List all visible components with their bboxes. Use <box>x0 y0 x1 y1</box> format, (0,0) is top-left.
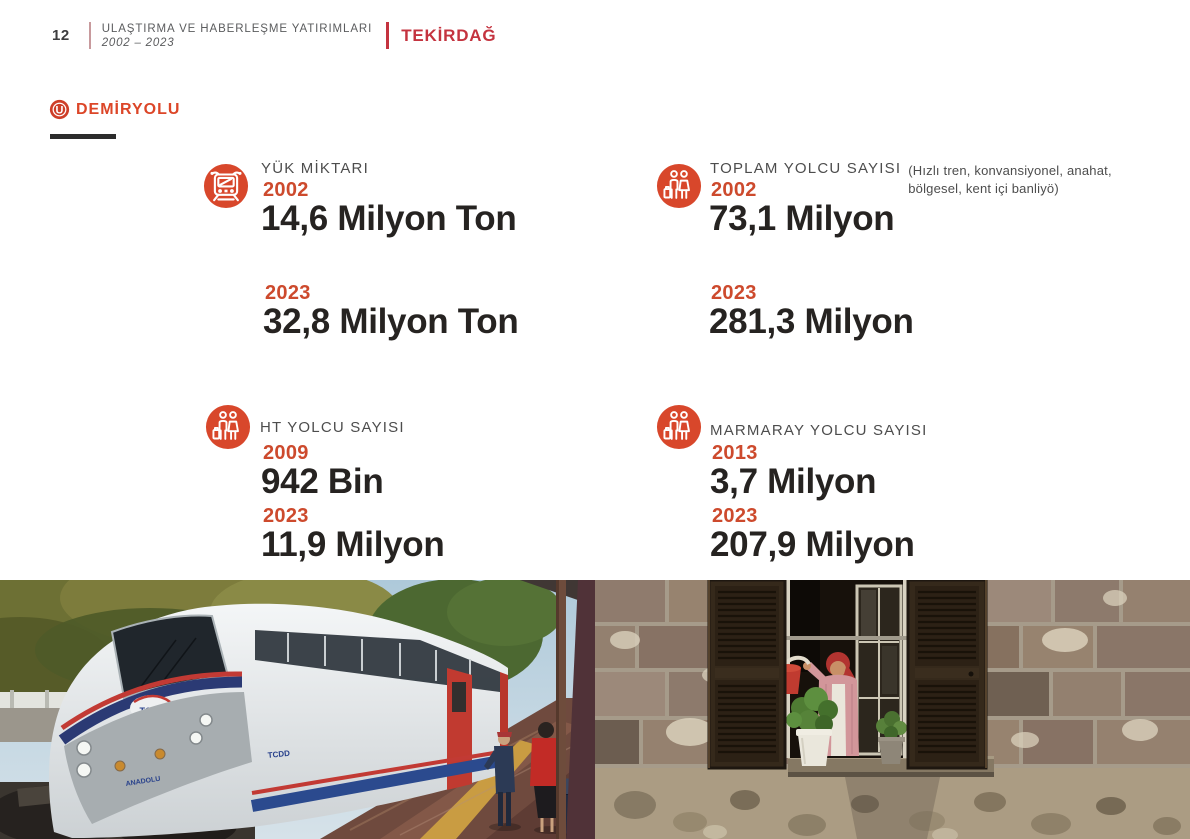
right-shutter <box>906 580 988 770</box>
stat-value: 207,9 Milyon <box>710 525 915 564</box>
section-title-label: DEMİRYOLU <box>76 100 181 118</box>
stat-year: 2013 <box>712 442 758 464</box>
train: TCDD ANADOLU <box>48 603 508 838</box>
stat-value: 32,8 Milyon Ton <box>263 302 519 341</box>
stat-note: (Hızlı tren, konvansiyonel, anahat, bölg… <box>908 163 1112 196</box>
stat-year: 2023 <box>265 282 311 304</box>
train-station-photo: TCDD ANADOLU <box>0 580 595 839</box>
stat-year: 2023 <box>711 282 757 304</box>
freight-train-icon <box>203 163 249 209</box>
svg-text:U: U <box>56 104 64 116</box>
booklet-title-line1: ULAŞTIRMA VE HABERLEŞME YATIRIMLARI <box>101 22 373 35</box>
header-divider-red <box>386 22 390 49</box>
left-shutter <box>707 580 787 770</box>
stat-year: 2002 <box>711 179 757 201</box>
section-title: U DEMİRYOLU <box>49 99 180 120</box>
passengers-icon <box>205 404 251 450</box>
stat-label: HT YOLCU SAYISI <box>260 419 405 436</box>
stat-label: YÜK MİKTARI <box>261 160 369 177</box>
stat-value: 11,9 Milyon <box>261 525 445 564</box>
window-photo <box>595 580 1190 839</box>
stat-year: 2023 <box>712 505 758 527</box>
stat-block-freight: YÜK MİKTARI 2002 14,6 Milyon Ton 2023 32… <box>203 160 623 360</box>
potted-plants <box>786 687 907 766</box>
stat-year: 2002 <box>263 179 309 201</box>
stat-label-row: TOPLAM YOLCU SAYISI (Hızlı tren, konvans… <box>710 160 1150 197</box>
booklet-title-line2: 2002 – 2023 <box>101 36 175 49</box>
stat-value: 281,3 Milyon <box>709 302 914 341</box>
stat-value: 942 Bin <box>261 462 384 501</box>
page-number: 12 <box>52 27 70 44</box>
stat-block-total-passengers: TOPLAM YOLCU SAYISI (Hızlı tren, konvans… <box>656 160 1136 360</box>
stat-label: MARMARAY YOLCU SAYISI <box>710 422 928 439</box>
svg-text:TCDD: TCDD <box>267 749 290 760</box>
page-header: 12 ULAŞTIRMA VE HABERLEŞME YATIRIMLARI 2… <box>52 22 496 49</box>
conductor <box>484 732 521 831</box>
stat-block-ht-passengers: HT YOLCU SAYISI 2009 942 Bin 2023 11,9 M… <box>205 404 625 574</box>
stat-block-marmaray-passengers: MARMARAY YOLCU SAYISI 2013 3,7 Milyon 20… <box>656 404 1116 574</box>
stat-value: 73,1 Milyon <box>709 199 895 238</box>
stat-value: 3,7 Milyon <box>710 462 877 501</box>
stat-label: TOPLAM YOLCU SAYISI <box>710 160 902 177</box>
header-divider <box>88 22 91 49</box>
section-underline <box>50 134 116 139</box>
province-name: TEKİRDAĞ <box>401 25 497 45</box>
passengers-icon <box>656 163 702 209</box>
stat-year: 2023 <box>263 505 309 527</box>
stat-year: 2009 <box>263 442 309 464</box>
photo-strip: TCDD ANADOLU <box>0 580 1190 839</box>
stat-value: 14,6 Milyon Ton <box>261 199 517 238</box>
passengers-icon <box>656 404 702 450</box>
ministry-u-logo-icon: U <box>49 99 70 120</box>
booklet-title: ULAŞTIRMA VE HABERLEŞME YATIRIMLARI 2002… <box>102 23 373 49</box>
